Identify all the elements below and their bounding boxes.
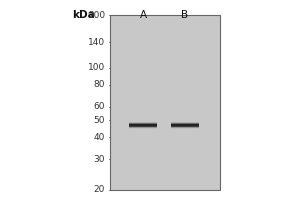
Bar — [171, 127, 199, 128]
Bar — [129, 126, 157, 127]
Bar — [171, 124, 199, 125]
Bar — [171, 127, 199, 128]
Bar — [129, 122, 157, 123]
Bar — [171, 128, 199, 129]
Text: 100: 100 — [88, 63, 105, 72]
Bar — [129, 128, 157, 129]
Bar — [129, 123, 157, 124]
Bar — [171, 122, 199, 123]
Text: A: A — [140, 10, 147, 20]
Bar — [129, 122, 157, 123]
Bar — [171, 121, 199, 122]
Bar — [129, 123, 157, 124]
Bar — [171, 123, 199, 124]
Text: B: B — [182, 10, 189, 20]
Bar — [171, 123, 199, 124]
Bar — [171, 126, 199, 127]
Bar — [171, 122, 199, 123]
Bar — [129, 124, 157, 125]
Bar — [129, 122, 157, 123]
Bar — [129, 123, 157, 124]
Text: 200: 200 — [88, 10, 105, 20]
Bar — [129, 121, 157, 122]
Bar — [129, 125, 157, 126]
Bar — [129, 128, 157, 129]
Text: 50: 50 — [94, 116, 105, 125]
Bar — [171, 126, 199, 127]
Bar — [129, 127, 157, 128]
Bar — [129, 127, 157, 128]
Bar — [171, 124, 199, 125]
Bar — [129, 127, 157, 128]
Bar — [171, 125, 199, 126]
Bar — [129, 126, 157, 127]
Bar — [129, 126, 157, 127]
Bar — [171, 127, 199, 128]
Text: 30: 30 — [94, 155, 105, 164]
Text: kDa: kDa — [72, 10, 95, 20]
Bar — [171, 128, 199, 129]
Bar — [129, 124, 157, 125]
Bar — [171, 125, 199, 126]
Text: 20: 20 — [94, 186, 105, 194]
Bar — [129, 125, 157, 126]
Text: 80: 80 — [94, 80, 105, 89]
Text: 140: 140 — [88, 38, 105, 47]
Text: 40: 40 — [94, 133, 105, 142]
Bar — [171, 122, 199, 123]
Bar — [171, 123, 199, 124]
Bar — [171, 126, 199, 127]
Bar — [110, 15, 220, 190]
Bar — [129, 124, 157, 125]
Text: 60: 60 — [94, 102, 105, 111]
Bar — [171, 125, 199, 126]
Bar — [171, 128, 199, 129]
Bar — [129, 125, 157, 126]
Bar — [129, 128, 157, 129]
Bar — [171, 124, 199, 125]
